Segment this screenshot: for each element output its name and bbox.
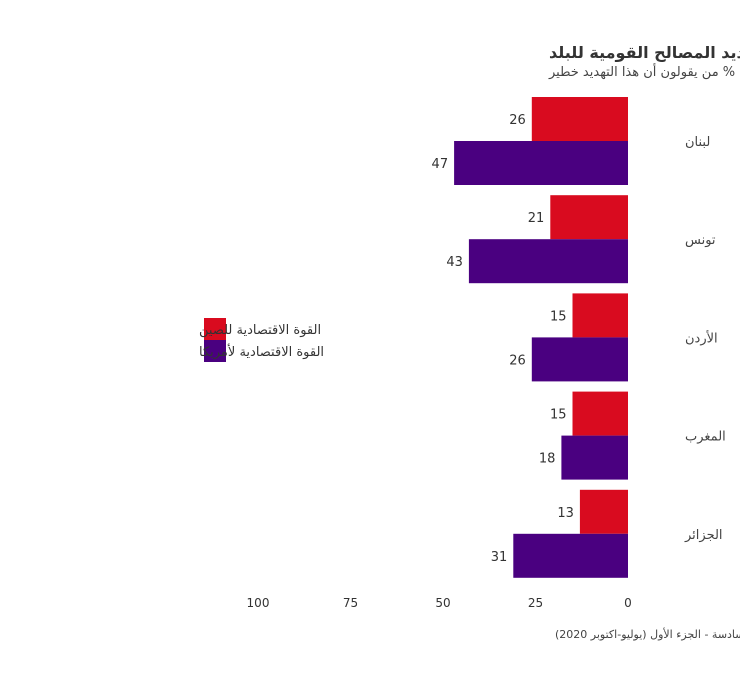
legend-swatch (204, 340, 226, 362)
x-tick-label: 0 (624, 596, 632, 610)
bars-group: 26 47 لبنان 21 43 تونس 15 26 الأردن 15 18 المغرب 13 3… (432, 97, 726, 578)
x-axis-ticks: 0 25 50 75 100 (247, 596, 632, 610)
bar-china-0 (531, 97, 628, 141)
category-label: الأردن (685, 329, 718, 346)
chart-title: تهديد المصالح القومية للبلد (549, 43, 740, 62)
bar-china-3 (572, 391, 628, 436)
bar-value-label: 21 (528, 211, 545, 226)
bar-china-4 (579, 489, 628, 534)
bar-usa-1 (468, 239, 628, 284)
category-label: المغرب (685, 430, 726, 445)
bar-china-2 (572, 293, 628, 338)
legend-swatch (204, 318, 226, 340)
category-label: الجزائر (684, 528, 723, 543)
bar-usa-4 (513, 533, 628, 578)
x-tick-label: 25 (528, 596, 543, 610)
source-note: الباروميتر العربي، الدورة السادسة - الجز… (555, 627, 740, 641)
bar-value-label: 26 (509, 353, 526, 368)
x-tick-label: 50 (435, 596, 450, 610)
legend-label: القوة الاقتصادية للصين (199, 323, 321, 338)
bar-value-label: 47 (432, 157, 449, 172)
bar-usa-0 (454, 141, 628, 185)
bar-value-label: 43 (446, 255, 463, 270)
bar-usa-2 (531, 337, 628, 382)
bar-value-label: 26 (509, 113, 526, 128)
bar-value-label: 13 (557, 506, 574, 521)
legend-label: القوة الاقتصادية لأمريكا (199, 343, 324, 360)
category-label: تونس (685, 233, 716, 248)
bar-value-label: 15 (550, 309, 567, 324)
bar-value-label: 31 (491, 550, 508, 565)
x-tick-label: 75 (343, 596, 358, 610)
legend: القوة الاقتصادية للصين القوة الاقتصادية ل… (199, 318, 324, 362)
chart-subtitle: % من يقولون أن هذا التهديد خطير (548, 63, 735, 80)
bar-value-label: 18 (539, 452, 556, 467)
bar-value-label: 15 (550, 408, 567, 423)
category-label: لبنان (685, 135, 710, 150)
x-tick-label: 100 (247, 596, 270, 610)
bar-china-1 (550, 195, 628, 240)
bar-usa-3 (561, 435, 628, 480)
